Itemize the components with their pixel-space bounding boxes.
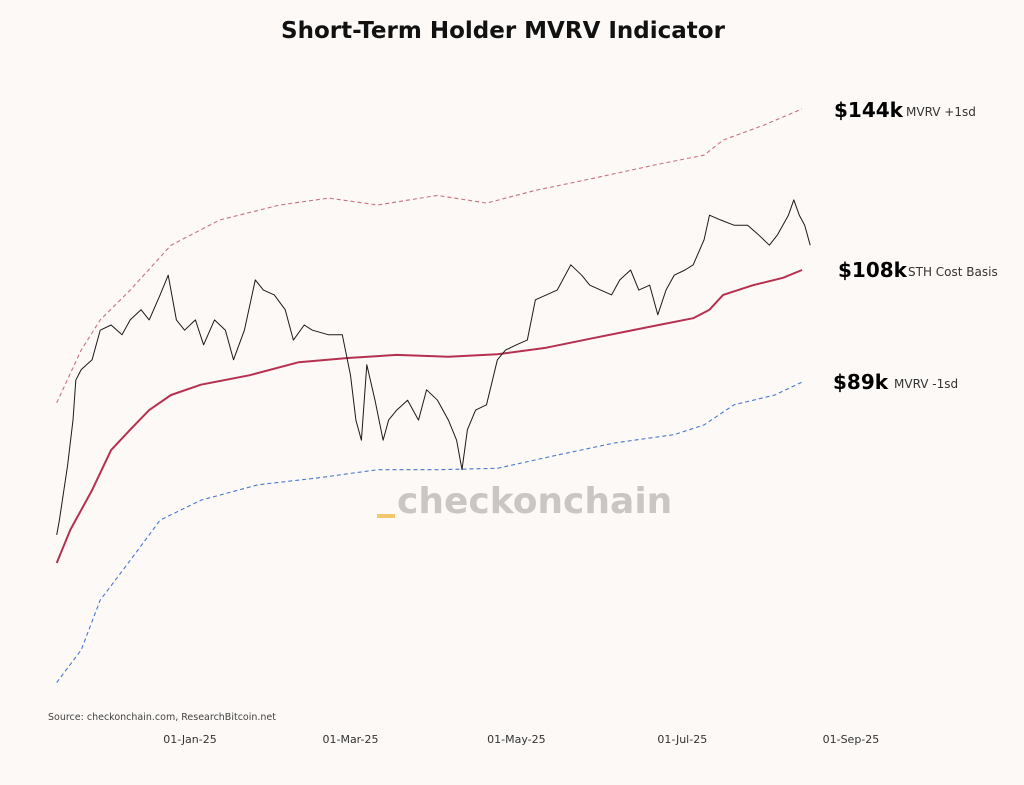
annotation-plus1sd: $144k MVRV +1sd [834,98,976,122]
watermark-text: checkonchain [397,481,672,522]
series-line-sth-cost-basis [55,269,803,564]
watermark-underscore [377,514,395,518]
annotation-label: STH Cost Basis [908,265,998,279]
x-tick-label: 01-Mar-25 [322,733,378,746]
watermark: checkonchain [377,481,672,522]
annotation-label: MVRV +1sd [906,105,976,119]
series-line-price [56,199,811,535]
series-line-mvrv-1sd [56,381,803,683]
annotation-value: $89k [833,370,889,394]
annotation-minus1sd: $89k MVRV -1sd [833,370,958,394]
annotation-cost-basis: $108k STH Cost Basis [838,258,998,282]
annotation-value: $144k [834,98,904,122]
annotation-value: $108k [838,258,908,282]
annotation-label: MVRV -1sd [894,377,958,391]
x-axis-ticks: 01-Jan-25 01-Mar-25 01-May-25 01-Jul-25 01-S… [163,733,879,746]
x-tick-label: 01-Jan-25 [163,733,217,746]
chart-title: Short-Term Holder MVRV Indicator [281,18,726,44]
series-lines [55,108,811,683]
x-tick-label: 01-May-25 [487,733,545,746]
x-tick-label: 01-Jul-25 [657,733,707,746]
x-tick-label: 01-Sep-25 [823,733,880,746]
source-note: Source: checkonchain.com, ResearchBitcoi… [48,712,276,723]
series-line-mvrv-1sd [56,108,803,404]
